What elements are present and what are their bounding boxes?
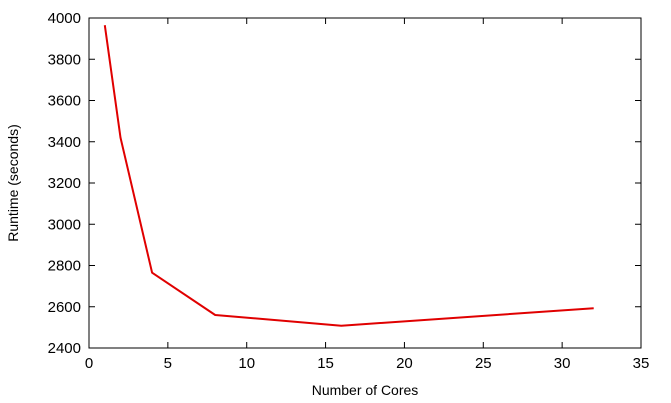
y-tick-label: 3400: [48, 134, 81, 151]
series-line: [103, 25, 594, 327]
x-tick-label: 10: [238, 355, 255, 372]
y-axis-ticks: 2400 2600 2800 3000 3200 3400 3600 3800 4000: [48, 10, 641, 357]
y-tick-label: 2600: [48, 299, 81, 316]
x-axis-label: Number of Cores: [312, 382, 419, 398]
x-axis-ticks: 0 5 10 15 20 25 30 35: [85, 18, 650, 372]
x-tick-label: 30: [554, 355, 571, 372]
x-tick-label: 35: [633, 355, 650, 372]
y-tick-label: 2400: [48, 340, 81, 357]
x-tick-label: 20: [396, 355, 413, 372]
y-tick-label: 2800: [48, 258, 81, 275]
y-tick-label: 3800: [48, 51, 81, 68]
x-tick-label: 15: [317, 355, 334, 372]
plot-frame: [88, 17, 642, 349]
y-tick-label: 3200: [48, 175, 81, 192]
x-tick-label: 0: [85, 355, 93, 372]
series-layer: [103, 25, 594, 327]
x-tick-label: 5: [164, 355, 172, 372]
y-tick-label: 3000: [48, 216, 81, 233]
x-tick-label: 25: [475, 355, 492, 372]
y-tick-label: 4000: [48, 10, 81, 27]
y-tick-label: 3600: [48, 93, 81, 110]
y-axis-label: Runtime (seconds): [5, 124, 21, 242]
